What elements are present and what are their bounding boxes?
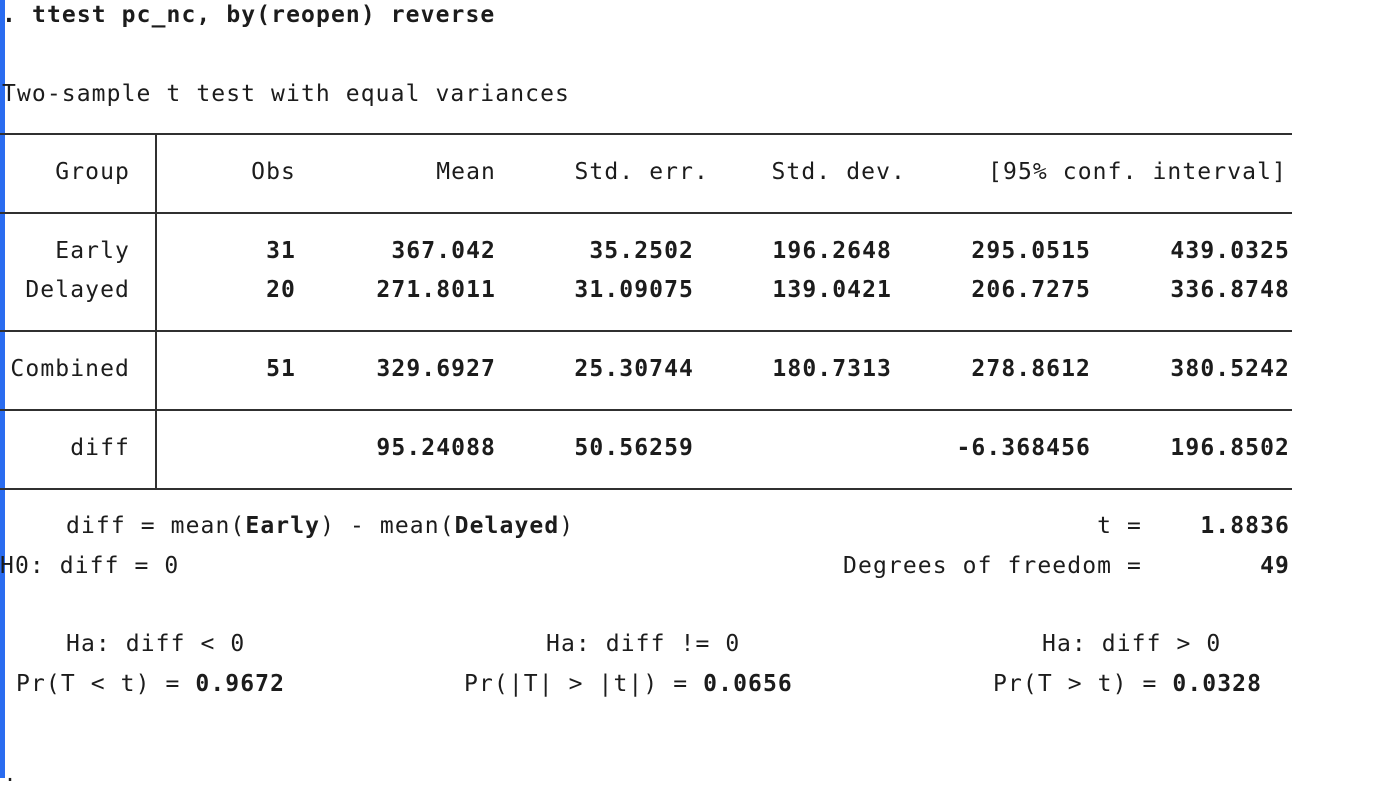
- row-diff-ci-low: -6.368456: [956, 435, 1091, 461]
- ha-greater: Ha: diff > 0: [1042, 631, 1222, 657]
- t-stat-label: t =: [1097, 513, 1142, 539]
- groups-rule: [0, 330, 1292, 332]
- pr-less-value: 0.9672: [195, 671, 286, 697]
- header-rule: [0, 212, 1292, 214]
- pr-greater-value: 0.0328: [1172, 671, 1263, 697]
- row-diff-ci-high: 196.8502: [1170, 435, 1290, 461]
- row-combined-mean: 329.6927: [376, 356, 496, 382]
- row-combined-obs: 51: [266, 356, 296, 382]
- row-delayed-ci-low: 206.7275: [971, 277, 1091, 303]
- row-combined-ci-low: 278.8612: [971, 356, 1091, 382]
- ha-not-equal: Ha: diff != 0: [546, 631, 741, 657]
- row-early-mean: 367.042: [391, 238, 496, 264]
- row-diff-group: diff: [70, 435, 130, 461]
- table-bottom-rule: [0, 488, 1292, 490]
- header-obs: Obs: [251, 159, 296, 185]
- diff-definition-post: ): [559, 513, 575, 539]
- row-early-ci-low: 295.0515: [971, 238, 1091, 264]
- diff-group1: Early: [245, 513, 321, 539]
- row-combined-sd: 180.7313: [772, 356, 892, 382]
- pr-less: Pr(T < t) = 0.9672: [16, 670, 285, 698]
- pr-not-equal-value: 0.0656: [703, 671, 793, 697]
- command-prompt: .: [2, 2, 17, 28]
- row-diff-mean: 95.24088: [376, 435, 496, 461]
- null-hypothesis: H0: diff = 0: [0, 553, 180, 579]
- command-text: ttest pc_nc, by(reopen) reverse: [32, 2, 496, 28]
- table-top-rule: [0, 133, 1292, 135]
- df-value: 49: [1260, 553, 1290, 579]
- row-delayed-sd: 139.0421: [772, 277, 892, 303]
- row-diff-se: 50.56259: [574, 435, 694, 461]
- test-title: Two-sample t test with equal variances: [2, 81, 570, 107]
- row-delayed-se: 31.09075: [574, 277, 694, 303]
- pr-not-equal-label: Pr(|T| > |t|) =: [464, 671, 689, 697]
- header-group: Group: [55, 159, 130, 185]
- row-combined-group: Combined: [10, 356, 130, 382]
- header-std-dev: Std. dev.: [771, 159, 906, 185]
- pr-not-equal: Pr(|T| > |t|) = 0.0656: [464, 670, 793, 698]
- header-mean: Mean: [436, 159, 496, 185]
- pr-greater-label: Pr(T > t) =: [993, 671, 1158, 697]
- ha-less: Ha: diff < 0: [66, 631, 246, 657]
- diff-definition-pre: diff = mean(: [66, 513, 246, 539]
- header-conf-interval: [95% conf. interval]: [988, 159, 1287, 185]
- row-delayed-ci-high: 336.8748: [1170, 277, 1290, 303]
- t-stat-value: 1.8836: [1200, 513, 1290, 539]
- pr-less-label: Pr(T < t) =: [16, 671, 181, 697]
- diff-definition: diff = mean(Early) - mean(Delayed): [66, 512, 574, 540]
- row-early-obs: 31: [266, 238, 296, 264]
- header-std-err: Std. err.: [574, 159, 709, 185]
- df-label: Degrees of freedom =: [843, 553, 1142, 579]
- row-combined-se: 25.30744: [574, 356, 694, 382]
- group-column-divider: [155, 135, 157, 489]
- next-command-prompt: .: [4, 762, 18, 786]
- row-delayed-group: Delayed: [25, 277, 130, 303]
- diff-group2: Delayed: [454, 513, 560, 539]
- pr-greater: Pr(T > t) = 0.0328: [993, 670, 1262, 698]
- row-delayed-mean: 271.8011: [376, 277, 496, 303]
- row-early-group: Early: [55, 238, 130, 264]
- row-early-sd: 196.2648: [772, 238, 892, 264]
- row-early-se: 35.2502: [589, 238, 694, 264]
- combined-rule: [0, 409, 1292, 411]
- row-combined-ci-high: 380.5242: [1170, 356, 1290, 382]
- diff-definition-mid: ) - mean(: [320, 513, 455, 539]
- row-early-ci-high: 439.0325: [1170, 238, 1290, 264]
- row-delayed-obs: 20: [266, 277, 296, 303]
- window-left-edge: [0, 0, 5, 778]
